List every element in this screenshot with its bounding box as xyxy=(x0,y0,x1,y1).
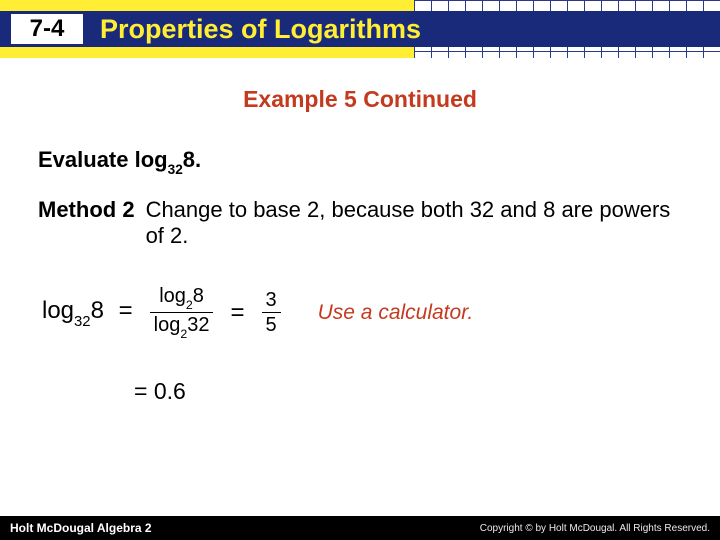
footer: Holt McDougal Algebra 2 Copyright © by H… xyxy=(0,516,720,540)
page-title: Properties of Logarithms xyxy=(100,14,421,45)
lhs-log: log xyxy=(42,297,74,324)
frac-num: log28 xyxy=(155,285,208,312)
lhs-base: 32 xyxy=(74,314,91,330)
lhs-arg: 8 xyxy=(91,297,104,324)
equals-2: = xyxy=(230,299,244,327)
log-prefix: log xyxy=(135,147,168,172)
den-log: log xyxy=(154,314,181,336)
calculator-hint: Use a calculator. xyxy=(318,301,474,325)
result-line: = 0.6 xyxy=(134,378,682,405)
den-base: 2 xyxy=(180,327,187,341)
num-base: 2 xyxy=(186,298,193,312)
content: Example 5 Continued Evaluate log328. Met… xyxy=(0,58,720,405)
evaluate-expr: log328. xyxy=(135,147,202,172)
evaluate-label: Evaluate xyxy=(38,147,129,172)
rhs-num: 3 xyxy=(262,289,281,312)
log-base: 32 xyxy=(168,162,183,177)
footer-copyright: Copyright © by Holt McDougal. All Rights… xyxy=(480,523,710,534)
equals-1: = xyxy=(119,297,133,324)
den-arg: 32 xyxy=(187,314,209,336)
method-row: Method 2 Change to base 2, because both … xyxy=(38,197,682,249)
evaluate-line: Evaluate log328. xyxy=(38,147,682,175)
fraction-logs: log28 log232 xyxy=(150,285,214,340)
num-log: log xyxy=(159,285,186,307)
log-arg: 8. xyxy=(183,147,201,172)
fraction-result: 3 5 xyxy=(262,289,281,337)
example-title: Example 5 Continued xyxy=(38,86,682,113)
header: 7-4 Properties of Logarithms xyxy=(0,0,720,58)
lesson-number: 7-4 xyxy=(8,11,86,47)
method-text: Change to base 2, because both 32 and 8 … xyxy=(146,197,682,249)
method-label: Method 2 xyxy=(38,197,135,249)
frac-den: log232 xyxy=(150,312,214,340)
footer-book: Holt McDougal Algebra 2 xyxy=(10,521,152,535)
num-arg: 8 xyxy=(193,285,204,307)
header-bar: 7-4 Properties of Logarithms xyxy=(0,11,720,47)
equation-row: log328 = log28 log232 = 3 5 Use a calcul… xyxy=(42,285,682,340)
lhs: log328 = xyxy=(42,297,141,328)
rhs-den: 5 xyxy=(262,312,281,336)
